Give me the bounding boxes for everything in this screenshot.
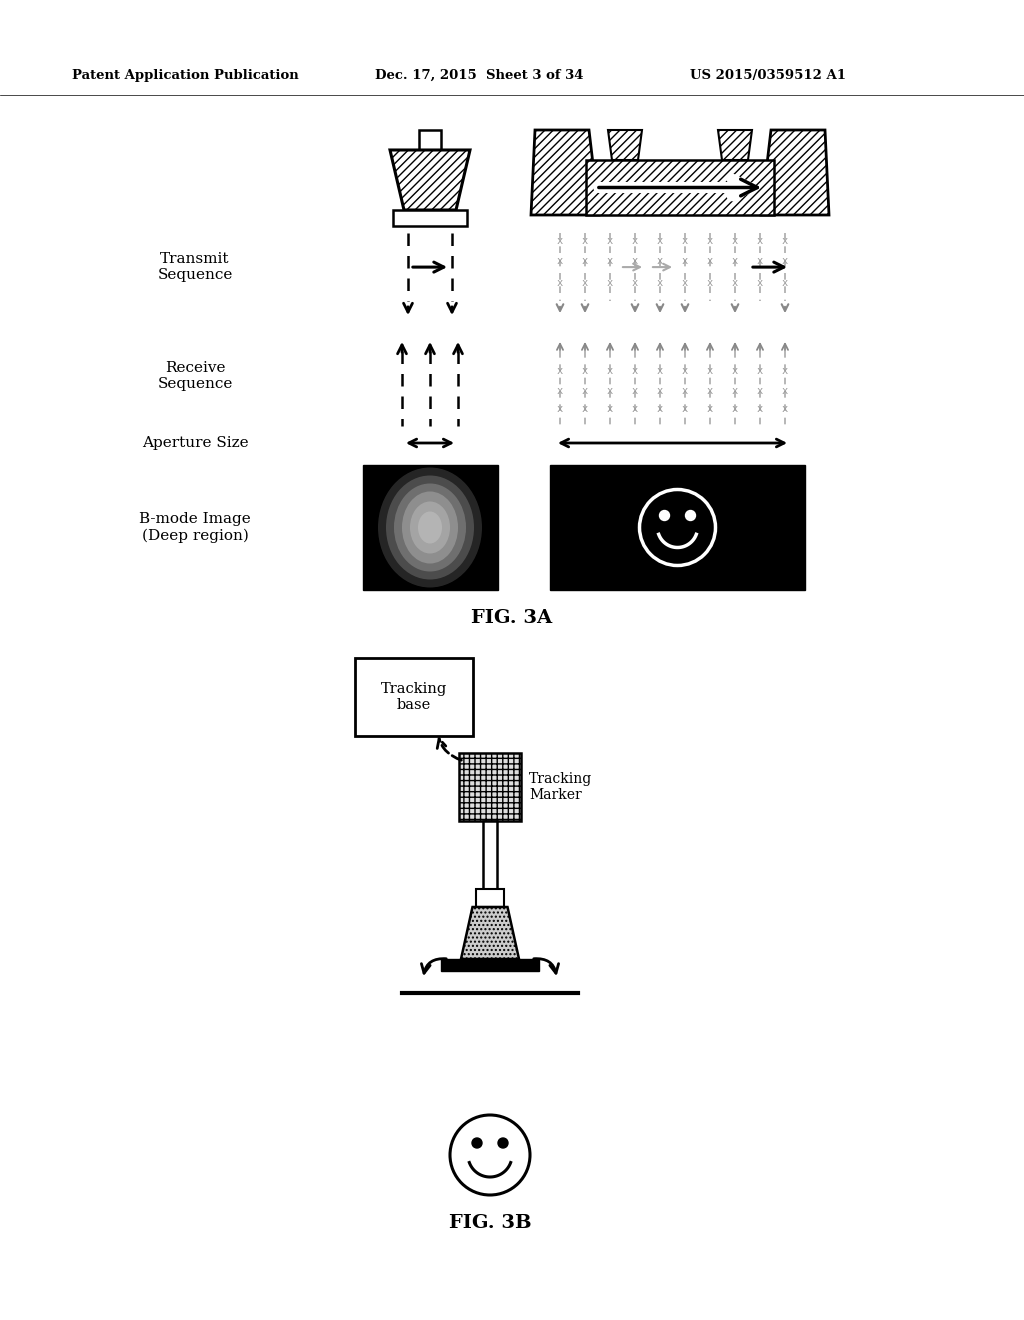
Text: x: x (782, 236, 788, 246)
Text: x: x (782, 366, 788, 376)
Ellipse shape (418, 511, 442, 544)
Polygon shape (461, 907, 519, 960)
Text: x: x (682, 236, 688, 246)
Text: x: x (632, 366, 638, 376)
Text: x: x (757, 236, 763, 246)
Text: x: x (782, 385, 788, 396)
Text: US 2015/0359512 A1: US 2015/0359512 A1 (690, 69, 846, 82)
Text: Dec. 17, 2015  Sheet 3 of 34: Dec. 17, 2015 Sheet 3 of 34 (375, 69, 584, 82)
Text: x: x (707, 385, 713, 396)
Text: Patent Application Publication: Patent Application Publication (72, 69, 299, 82)
Text: x: x (656, 256, 664, 267)
Text: x: x (607, 236, 613, 246)
Text: x: x (707, 366, 713, 376)
Text: x: x (757, 404, 763, 414)
Text: x: x (732, 256, 738, 267)
Text: x: x (732, 236, 738, 246)
Text: x: x (607, 404, 613, 414)
Text: x: x (782, 404, 788, 414)
FancyBboxPatch shape (586, 160, 774, 215)
Text: x: x (682, 279, 688, 288)
Text: x: x (757, 256, 763, 267)
Text: x: x (732, 366, 738, 376)
FancyBboxPatch shape (393, 210, 467, 226)
Text: x: x (607, 256, 613, 267)
Ellipse shape (394, 483, 466, 572)
Text: Receive
Sequence: Receive Sequence (158, 360, 232, 391)
Text: x: x (707, 279, 713, 288)
Text: x: x (607, 385, 613, 396)
FancyBboxPatch shape (441, 960, 539, 972)
Text: x: x (782, 279, 788, 288)
Text: x: x (707, 404, 713, 414)
Ellipse shape (378, 467, 482, 587)
Text: x: x (582, 366, 588, 376)
Text: x: x (682, 404, 688, 414)
Text: x: x (757, 385, 763, 396)
Text: FIG. 3B: FIG. 3B (449, 1214, 531, 1232)
Text: x: x (757, 366, 763, 376)
Text: B-mode Image
(Deep region): B-mode Image (Deep region) (139, 512, 251, 543)
Circle shape (498, 1138, 508, 1148)
Text: FIG. 3A: FIG. 3A (471, 609, 553, 627)
Text: x: x (607, 366, 613, 376)
Text: x: x (757, 279, 763, 288)
Text: x: x (557, 256, 563, 267)
Text: x: x (656, 366, 664, 376)
Circle shape (472, 1138, 482, 1148)
FancyBboxPatch shape (362, 465, 498, 590)
Polygon shape (761, 129, 829, 215)
Text: x: x (707, 236, 713, 246)
Polygon shape (608, 129, 642, 160)
Text: x: x (632, 279, 638, 288)
Text: x: x (557, 366, 563, 376)
Text: x: x (707, 256, 713, 267)
FancyBboxPatch shape (550, 465, 805, 590)
Ellipse shape (410, 502, 450, 553)
Text: x: x (607, 279, 613, 288)
FancyBboxPatch shape (483, 821, 497, 888)
Polygon shape (390, 150, 470, 210)
Text: x: x (656, 236, 664, 246)
Text: x: x (557, 236, 563, 246)
FancyBboxPatch shape (355, 657, 473, 737)
Text: Tracking
Marker: Tracking Marker (529, 772, 592, 803)
Circle shape (685, 511, 695, 520)
FancyBboxPatch shape (459, 752, 521, 821)
Text: x: x (557, 404, 563, 414)
Text: x: x (632, 385, 638, 396)
Text: x: x (557, 385, 563, 396)
Text: x: x (582, 385, 588, 396)
Text: x: x (656, 385, 664, 396)
Text: x: x (656, 279, 664, 288)
FancyBboxPatch shape (419, 129, 441, 150)
Text: x: x (656, 404, 664, 414)
FancyBboxPatch shape (476, 888, 504, 907)
Ellipse shape (386, 475, 474, 579)
Text: x: x (682, 366, 688, 376)
Polygon shape (718, 129, 752, 160)
Polygon shape (531, 129, 599, 215)
Text: x: x (582, 236, 588, 246)
Text: x: x (682, 385, 688, 396)
Text: Aperture Size: Aperture Size (141, 436, 248, 450)
Text: x: x (632, 256, 638, 267)
Text: x: x (582, 404, 588, 414)
Text: x: x (732, 279, 738, 288)
Text: x: x (632, 404, 638, 414)
Text: x: x (582, 279, 588, 288)
Text: Tracking
base: Tracking base (381, 682, 447, 711)
Circle shape (659, 511, 670, 520)
Text: x: x (632, 236, 638, 246)
Text: x: x (732, 385, 738, 396)
Ellipse shape (402, 491, 458, 564)
Text: x: x (682, 256, 688, 267)
Text: x: x (732, 404, 738, 414)
Text: x: x (782, 256, 788, 267)
Text: x: x (557, 279, 563, 288)
Text: Transmit
Sequence: Transmit Sequence (158, 252, 232, 282)
Text: x: x (582, 256, 588, 267)
